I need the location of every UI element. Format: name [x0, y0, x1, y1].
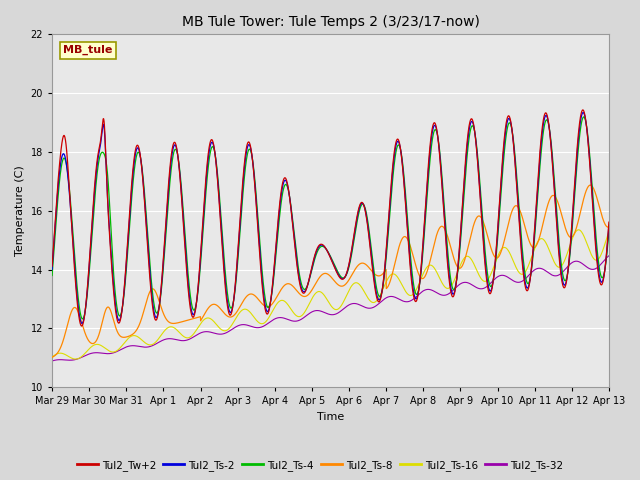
Y-axis label: Temperature (C): Temperature (C)	[15, 166, 25, 256]
Legend: Tul2_Tw+2, Tul2_Ts-2, Tul2_Ts-4, Tul2_Ts-8, Tul2_Ts-16, Tul2_Ts-32: Tul2_Tw+2, Tul2_Ts-2, Tul2_Ts-4, Tul2_Ts…	[72, 456, 568, 475]
Text: MB_tule: MB_tule	[63, 45, 113, 55]
Title: MB Tule Tower: Tule Temps 2 (3/23/17-now): MB Tule Tower: Tule Temps 2 (3/23/17-now…	[182, 15, 479, 29]
X-axis label: Time: Time	[317, 412, 344, 422]
